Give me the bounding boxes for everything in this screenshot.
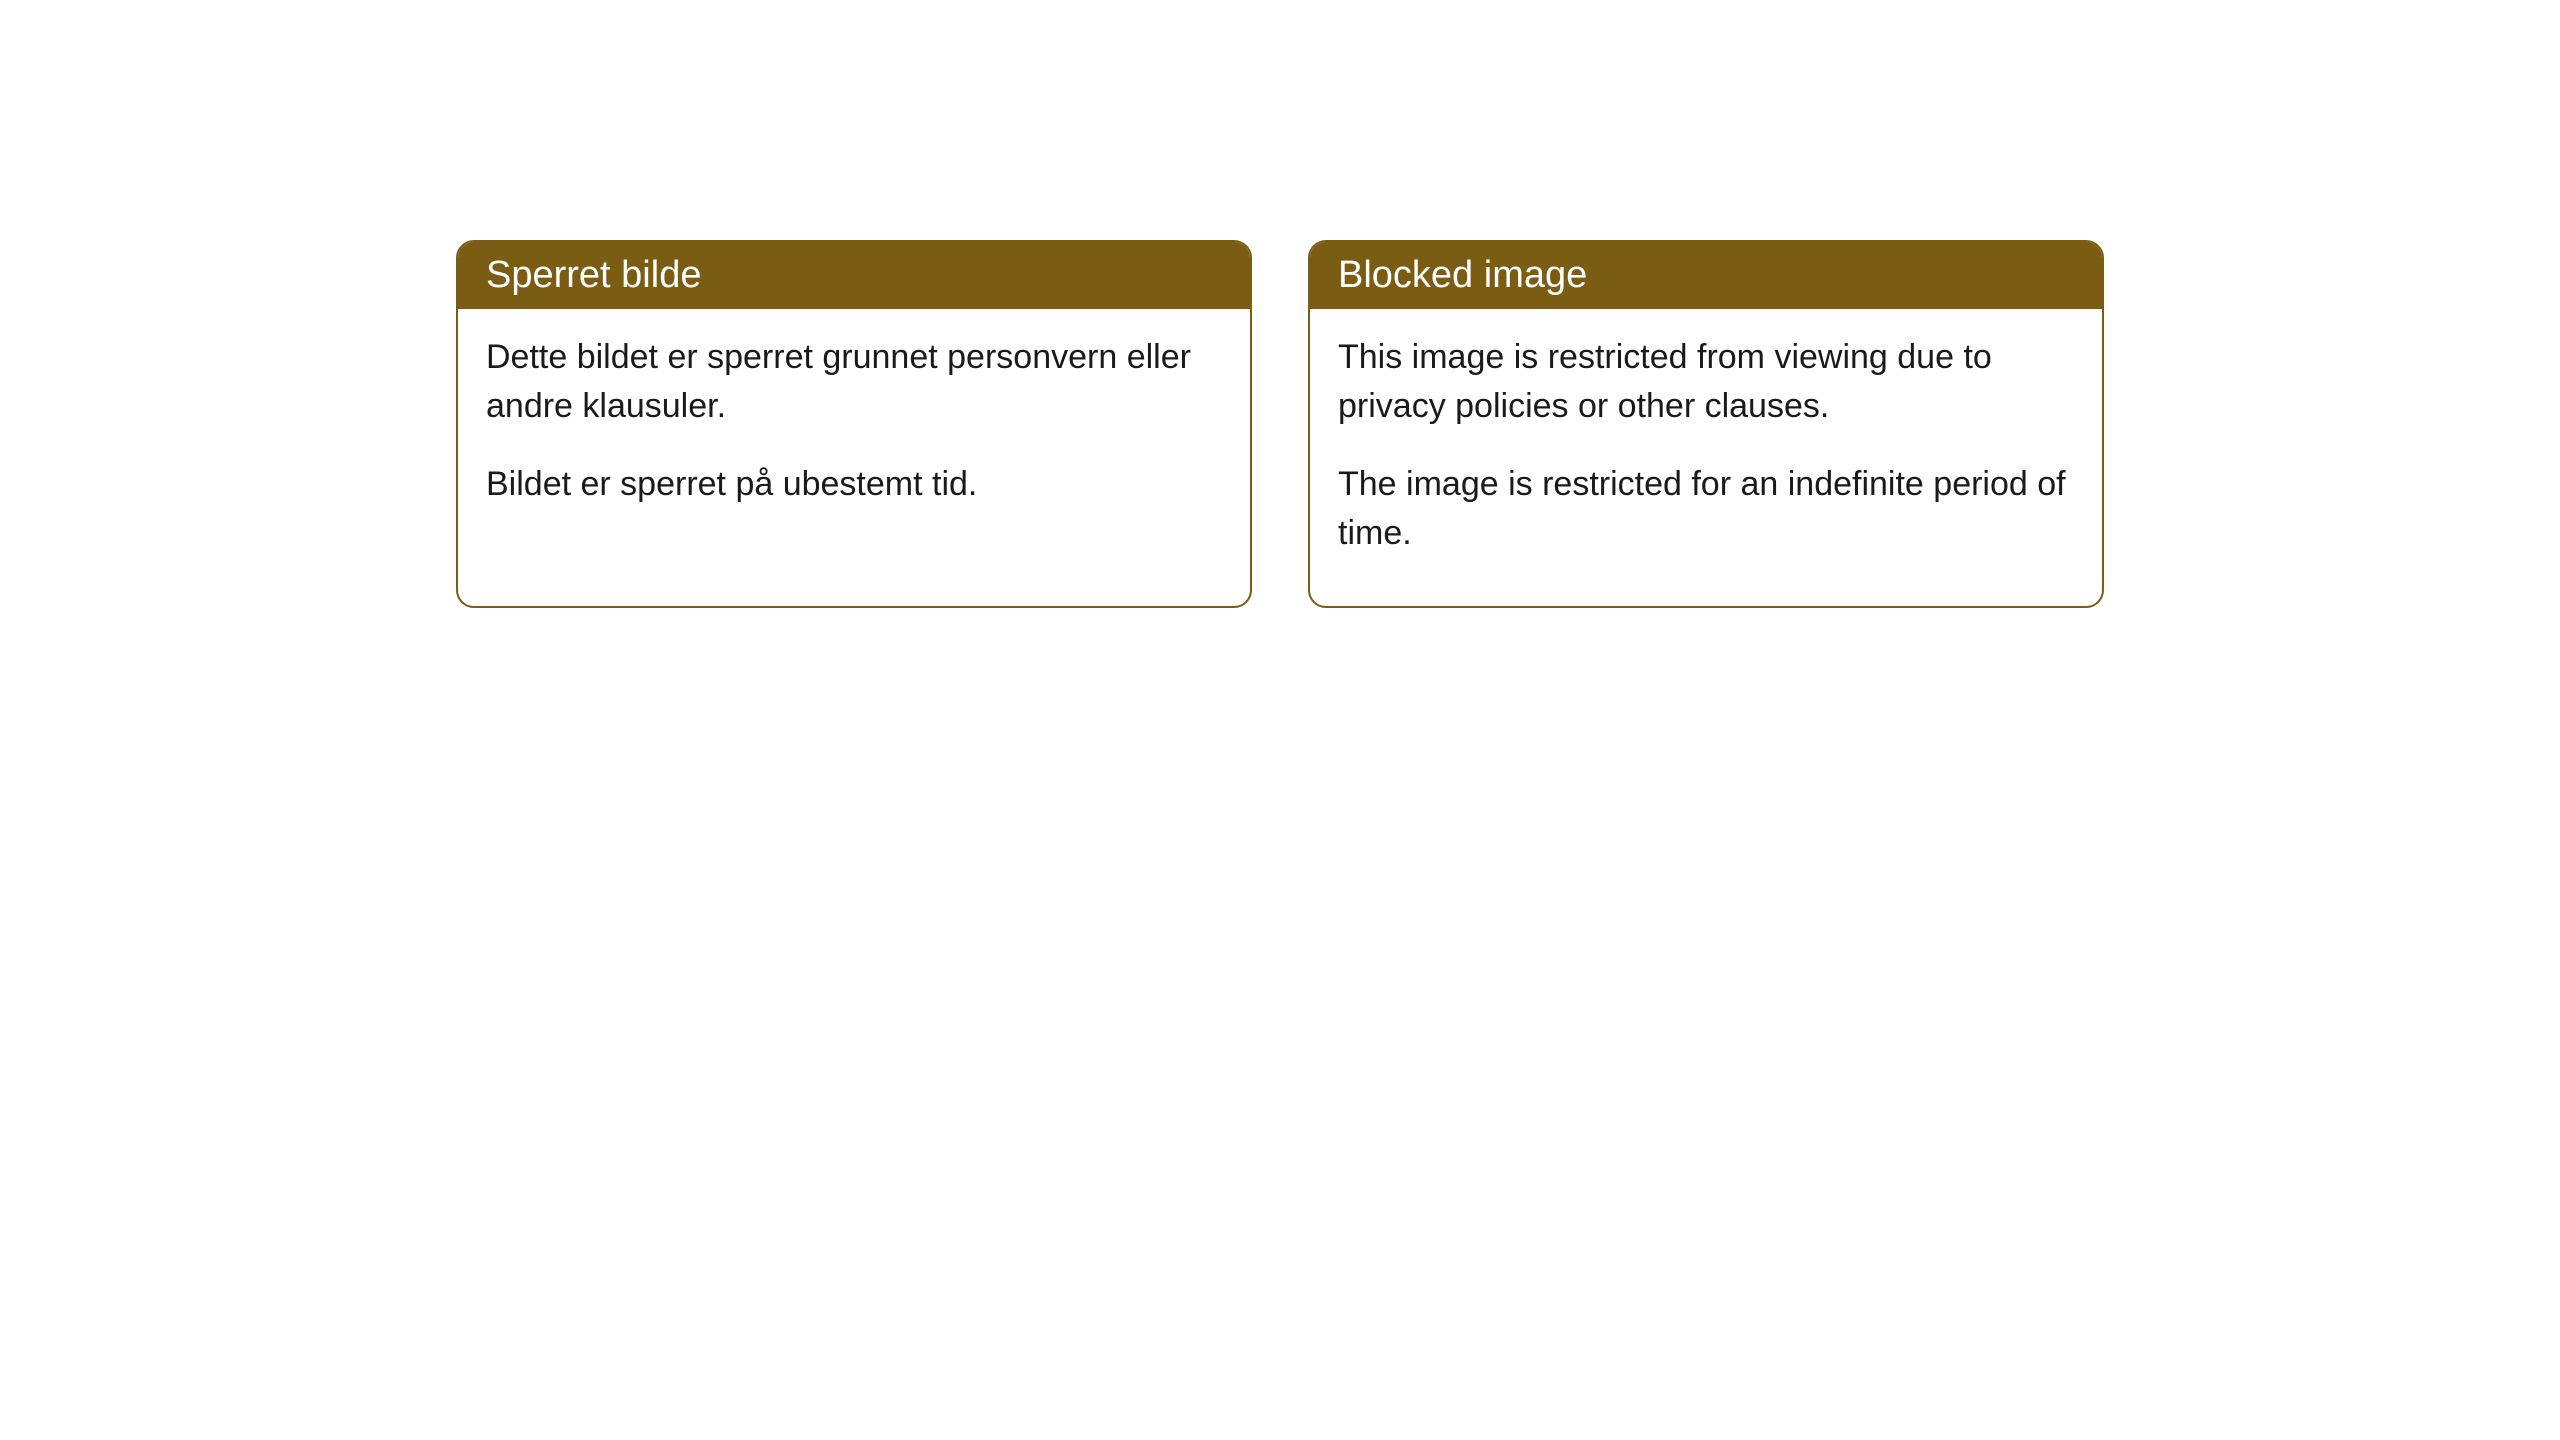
- card-title: Blocked image: [1338, 254, 1587, 296]
- card-header-norwegian: Sperret bilde: [458, 242, 1250, 309]
- card-header-english: Blocked image: [1310, 242, 2102, 309]
- cards-container: Sperret bilde Dette bildet er sperret gr…: [456, 240, 2104, 608]
- card-body-norwegian: Dette bildet er sperret grunnet personve…: [458, 309, 1250, 557]
- card-paragraph-1: This image is restricted from viewing du…: [1338, 333, 2074, 432]
- card-english: Blocked image This image is restricted f…: [1308, 240, 2104, 608]
- card-paragraph-2: Bildet er sperret på ubestemt tid.: [486, 460, 1222, 509]
- card-title: Sperret bilde: [486, 254, 701, 296]
- card-paragraph-2: The image is restricted for an indefinit…: [1338, 460, 2074, 559]
- card-body-english: This image is restricted from viewing du…: [1310, 309, 2102, 606]
- card-norwegian: Sperret bilde Dette bildet er sperret gr…: [456, 240, 1252, 608]
- card-paragraph-1: Dette bildet er sperret grunnet personve…: [486, 333, 1222, 432]
